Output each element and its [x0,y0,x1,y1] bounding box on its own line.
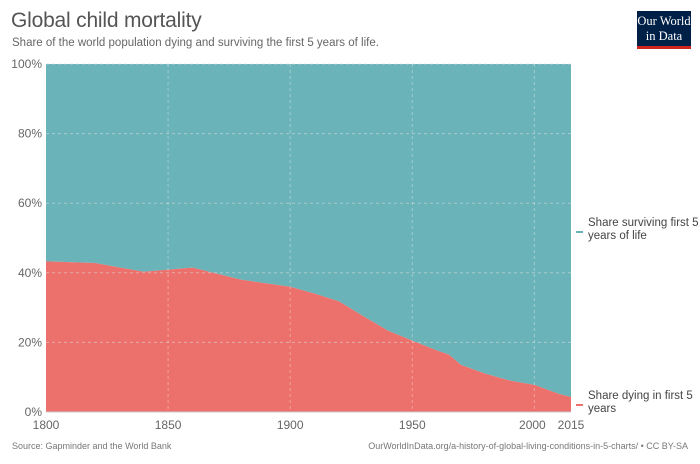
source-url-link[interactable]: OurWorldInData.org/a-history-of-global-l… [368,441,688,451]
owid-logo[interactable]: Our World in Data [637,11,691,49]
legend-label-line2: years of life [588,230,647,242]
y-tick-label: 80% [18,127,42,141]
area-share-dying [46,261,571,412]
legend-label-line1: Share dying in first 5 [588,390,693,402]
y-tick-label: 20% [18,335,42,349]
x-tick-label: 1850 [155,418,182,432]
x-tick-label: 1950 [399,418,426,432]
legend-label-line2: years [588,403,616,415]
y-tick-label: 100% [11,57,42,71]
area-share-surviving [46,64,571,398]
logo-line-1: Our World [637,14,691,28]
legend-label-line1: Share surviving first 5 [588,217,699,229]
x-tick-label: 2015 [558,418,585,432]
y-tick-label: 60% [18,196,42,210]
chart-title: Global child mortality [11,9,202,32]
chart-subtitle: Share of the world population dying and … [12,37,379,49]
y-tick-label: 0% [25,405,43,419]
logo-line-2: in Data [645,29,683,43]
y-tick-label: 40% [18,266,42,280]
x-tick-label: 1900 [277,418,304,432]
x-tick-label: 2000 [519,418,546,432]
source-note: Source: Gapminder and the World Bank [12,441,172,451]
x-tick-label: 1800 [33,418,60,432]
